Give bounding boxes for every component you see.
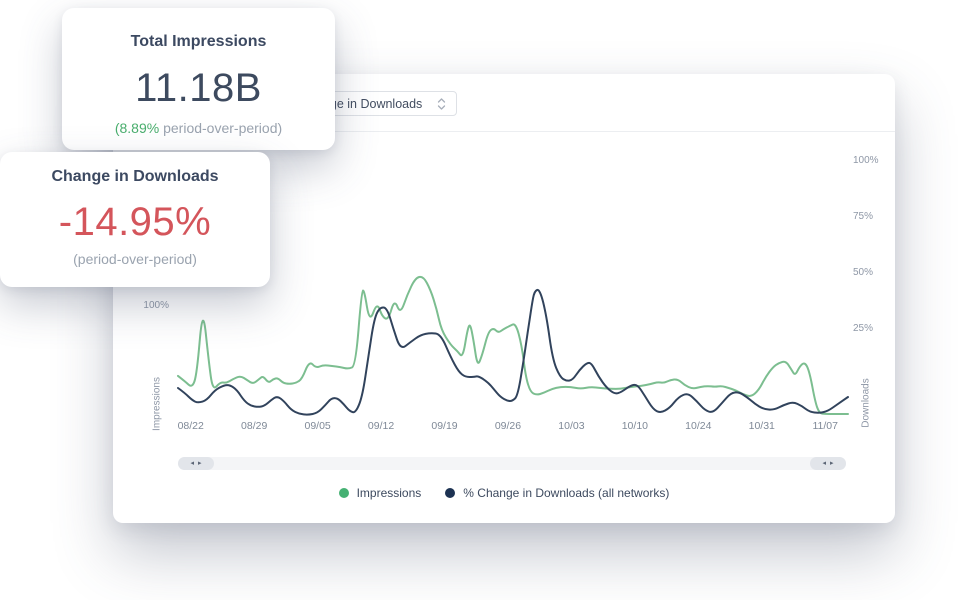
scroll-left-icon: ◂ [822, 460, 826, 467]
x-axis-tick: 09/19 [431, 420, 458, 432]
x-axis-tick: 09/12 [367, 420, 395, 432]
impressions-card-subtitle: (8.89% period-over-period) [62, 119, 335, 137]
right-axis-tick: 50% [853, 267, 874, 278]
scroll-left-handle[interactable]: ◂ ▸ [178, 457, 214, 470]
downloads-card-value: -14.95% [58, 200, 212, 244]
x-axis-tick-labels: 08/22 08/29 09/05 09/12 09/19 09/26 10/03 10/10… [178, 420, 848, 436]
impressions-card-title: Total Impressions [130, 33, 267, 50]
chart-area[interactable]: 100% Impressions 100% 75% 50% 25% Downloads… [113, 132, 895, 522]
legend-item[interactable]: Impressions [338, 486, 422, 500]
select-chevron-icon [437, 97, 446, 110]
impressions-delta: (8.89% [114, 120, 160, 136]
line-chart[interactable] [177, 140, 849, 430]
x-axis-tick: 08/29 [241, 420, 268, 432]
series-line--change-in-downloads-all-networks- [177, 288, 849, 416]
total-impressions-card: Total Impressions 11.18B (8.89% period-o… [62, 8, 335, 150]
x-axis-tick: 10/10 [621, 420, 648, 432]
right-axis-tick: 100% [853, 155, 879, 166]
scroll-right-icon: ▸ [830, 460, 834, 467]
x-axis-tick: 10/31 [748, 420, 775, 432]
impressions-delta-suffix: period-over-period) [159, 120, 283, 136]
chart-scrollbar[interactable]: ◂ ▸ ◂ ▸ [178, 457, 846, 470]
x-axis-tick: 09/26 [494, 420, 522, 432]
scroll-left-icon: ◂ [190, 460, 194, 467]
left-axis-title: Impressions [151, 377, 163, 431]
scroll-right-icon: ▸ [198, 460, 202, 467]
change-in-downloads-card: Change in Downloads -14.95% (period-over… [0, 152, 270, 287]
scroll-right-handle[interactable]: ◂ ▸ [810, 457, 846, 470]
x-axis-tick: 09/05 [304, 420, 331, 432]
legend-dot-icon [338, 488, 349, 498]
impressions-card-value: 11.18B [135, 66, 262, 110]
legend-dot-icon [445, 488, 456, 498]
x-axis-tick: 10/03 [558, 420, 585, 432]
right-axis-tick: 75% [853, 211, 874, 222]
legend-label: Impressions [356, 486, 422, 500]
downloads-card-subtitle: (period-over-period) [73, 251, 197, 267]
left-axis-tick: 100% [143, 300, 169, 311]
series-line-impressions [177, 275, 849, 416]
right-axis-title: Downloads [860, 378, 872, 428]
chart-legend: Impressions % Change in Downloads (all ne… [113, 484, 895, 502]
x-axis-tick: 11/07 [812, 420, 838, 432]
x-axis-tick: 08/22 [177, 420, 204, 432]
right-axis-ticks: 100% 75% 50% 25% [853, 140, 898, 430]
legend-label: % Change in Downloads (all networks) [463, 486, 670, 500]
downloads-card-title: Change in Downloads [51, 168, 219, 185]
right-axis-tick: 25% [853, 323, 874, 334]
legend-item[interactable]: % Change in Downloads (all networks) [445, 486, 669, 500]
x-axis-tick: 10/24 [685, 420, 712, 432]
